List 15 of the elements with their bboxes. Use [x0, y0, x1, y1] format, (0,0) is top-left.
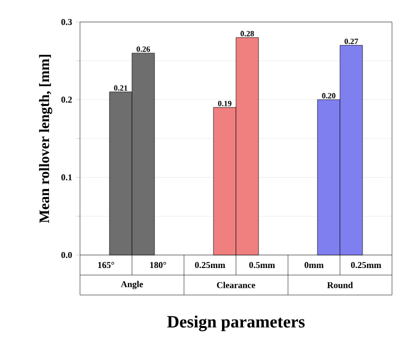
x-tick-label: 180°: [150, 262, 166, 268]
legend-label: Round: [327, 282, 353, 288]
legend-label: Clearance: [217, 282, 256, 288]
x-axis-title: Design parameters: [167, 315, 305, 332]
x-tick-label: 0.25mm: [351, 262, 382, 268]
y-axis-title: Mean rollover length, [mm]: [39, 54, 52, 223]
y-tick-label: 0.3: [61, 18, 72, 26]
x-tick-label: 0.5mm: [249, 262, 275, 268]
x-tick-label: 0mm: [304, 262, 324, 268]
y-tick-label: 0.1: [61, 174, 72, 180]
x-tick-label: 0.25mm: [195, 262, 226, 268]
y-tick-label: 0.2: [61, 96, 72, 103]
y-tick-label: 0.0: [61, 252, 72, 258]
x-tick-label: 165°: [98, 262, 114, 268]
legend-label: Angle: [120, 280, 143, 290]
